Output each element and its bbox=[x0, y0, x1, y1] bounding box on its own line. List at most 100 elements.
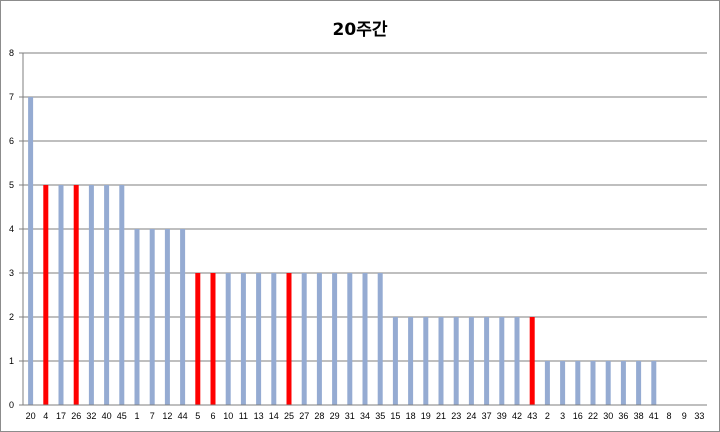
x-tick-label-37: 37 bbox=[482, 411, 492, 421]
x-tick-label-45: 45 bbox=[117, 411, 127, 421]
y-axis: 0 1 2 3 4 5 6 7 8 bbox=[9, 48, 24, 410]
x-tick-label-42: 42 bbox=[512, 411, 522, 421]
x-tick-label-26: 26 bbox=[71, 411, 81, 421]
bar-36 bbox=[620, 361, 626, 405]
y-tick-label-1: 1 bbox=[9, 356, 14, 366]
x-tick-label-8: 8 bbox=[666, 411, 671, 421]
x-tick-label-12: 12 bbox=[162, 411, 172, 421]
x-tick-label-1: 1 bbox=[134, 411, 139, 421]
bar-22 bbox=[590, 361, 596, 405]
y-tick-label-0: 0 bbox=[9, 400, 14, 410]
bar-24 bbox=[468, 317, 474, 405]
bar-6 bbox=[210, 273, 216, 405]
bar-18 bbox=[408, 317, 414, 405]
x-tick-label-43: 43 bbox=[527, 411, 537, 421]
x-axis: 20 4 17 26 32 40 45 1 7 12 44 5 6 10 11 13 14 25 27 28 29 31 3… bbox=[23, 404, 707, 421]
x-tick-label-9: 9 bbox=[682, 411, 687, 421]
chart-title: 20주간 bbox=[332, 20, 388, 40]
bar-27 bbox=[301, 273, 307, 405]
x-tick-label-24: 24 bbox=[466, 411, 476, 421]
bar-23 bbox=[453, 317, 459, 405]
x-tick-label-23: 23 bbox=[451, 411, 461, 421]
x-tick-label-32: 32 bbox=[86, 411, 96, 421]
x-tick-label-10: 10 bbox=[223, 411, 233, 421]
x-tick-label-19: 19 bbox=[421, 411, 431, 421]
bar-32 bbox=[88, 185, 94, 405]
bar-31 bbox=[347, 273, 353, 405]
x-tick-label-14: 14 bbox=[269, 411, 279, 421]
bar-21 bbox=[438, 317, 444, 405]
x-tick-label-35: 35 bbox=[375, 411, 385, 421]
x-tick-label-3: 3 bbox=[560, 411, 565, 421]
x-tick-label-16: 16 bbox=[573, 411, 583, 421]
x-tick-label-18: 18 bbox=[406, 411, 416, 421]
x-tick-label-29: 29 bbox=[330, 411, 340, 421]
y-tick-label-2: 2 bbox=[9, 312, 14, 322]
bar-45 bbox=[119, 185, 125, 405]
bar-41 bbox=[651, 361, 657, 405]
x-tick-label-15: 15 bbox=[390, 411, 400, 421]
x-tick-label-7: 7 bbox=[150, 411, 155, 421]
bar-3 bbox=[560, 361, 566, 405]
x-tick-label-11: 11 bbox=[239, 411, 248, 421]
y-tick-label-3: 3 bbox=[9, 268, 14, 278]
bar-17 bbox=[58, 185, 64, 405]
bar-44 bbox=[180, 229, 186, 405]
x-tick-label-40: 40 bbox=[102, 411, 112, 421]
x-tick-label-39: 39 bbox=[497, 411, 507, 421]
bar-12 bbox=[164, 229, 170, 405]
x-tick-label-4: 4 bbox=[43, 411, 48, 421]
bar-20 bbox=[28, 97, 34, 405]
bar-2 bbox=[544, 361, 550, 405]
bar-10 bbox=[225, 273, 231, 405]
x-tick-label-44: 44 bbox=[178, 411, 188, 421]
bar-40 bbox=[104, 185, 110, 405]
x-tick-label-30: 30 bbox=[603, 411, 613, 421]
bar-14 bbox=[271, 273, 277, 405]
bar-15 bbox=[392, 317, 398, 405]
bar-29 bbox=[332, 273, 338, 405]
bar-42 bbox=[514, 317, 520, 405]
bar-1 bbox=[134, 229, 140, 405]
x-tick-label-13: 13 bbox=[254, 411, 264, 421]
bar-25 bbox=[286, 273, 292, 405]
x-tick-label-22: 22 bbox=[588, 411, 598, 421]
bar-43 bbox=[529, 317, 535, 405]
bar-34 bbox=[362, 273, 368, 405]
x-tick-label-34: 34 bbox=[360, 411, 370, 421]
bar-39 bbox=[499, 317, 505, 405]
x-tick-label-41: 41 bbox=[649, 411, 659, 421]
y-tick-label-5: 5 bbox=[9, 180, 14, 190]
y-tick-label-6: 6 bbox=[9, 136, 14, 146]
bar-30 bbox=[605, 361, 611, 405]
bar-13 bbox=[256, 273, 262, 405]
bar-16 bbox=[575, 361, 581, 405]
y-tick-label-7: 7 bbox=[9, 92, 14, 102]
bar-35 bbox=[377, 273, 383, 405]
bar-11 bbox=[240, 273, 246, 405]
x-tick-label-31: 31 bbox=[345, 411, 355, 421]
x-tick-label-36: 36 bbox=[618, 411, 628, 421]
x-tick-label-27: 27 bbox=[299, 411, 309, 421]
bar-4 bbox=[43, 185, 49, 405]
bar-7 bbox=[149, 229, 155, 405]
bar-19 bbox=[423, 317, 429, 405]
bar-28 bbox=[316, 273, 322, 405]
bar-5 bbox=[195, 273, 201, 405]
x-tick-label-2: 2 bbox=[545, 411, 550, 421]
bar-37 bbox=[484, 317, 490, 405]
x-tick-label-33: 33 bbox=[694, 411, 704, 421]
x-tick-label-28: 28 bbox=[314, 411, 324, 421]
x-tick-label-38: 38 bbox=[634, 411, 644, 421]
x-tick-label-6: 6 bbox=[210, 411, 215, 421]
x-tick-label-17: 17 bbox=[56, 411, 66, 421]
x-tick-label-5: 5 bbox=[195, 411, 200, 421]
bar-38 bbox=[636, 361, 642, 405]
x-tick-label-21: 21 bbox=[436, 411, 446, 421]
bars bbox=[28, 97, 657, 405]
y-tick-label-8: 8 bbox=[9, 48, 14, 58]
x-tick-label-25: 25 bbox=[284, 411, 294, 421]
x-tick-label-20: 20 bbox=[26, 411, 36, 421]
